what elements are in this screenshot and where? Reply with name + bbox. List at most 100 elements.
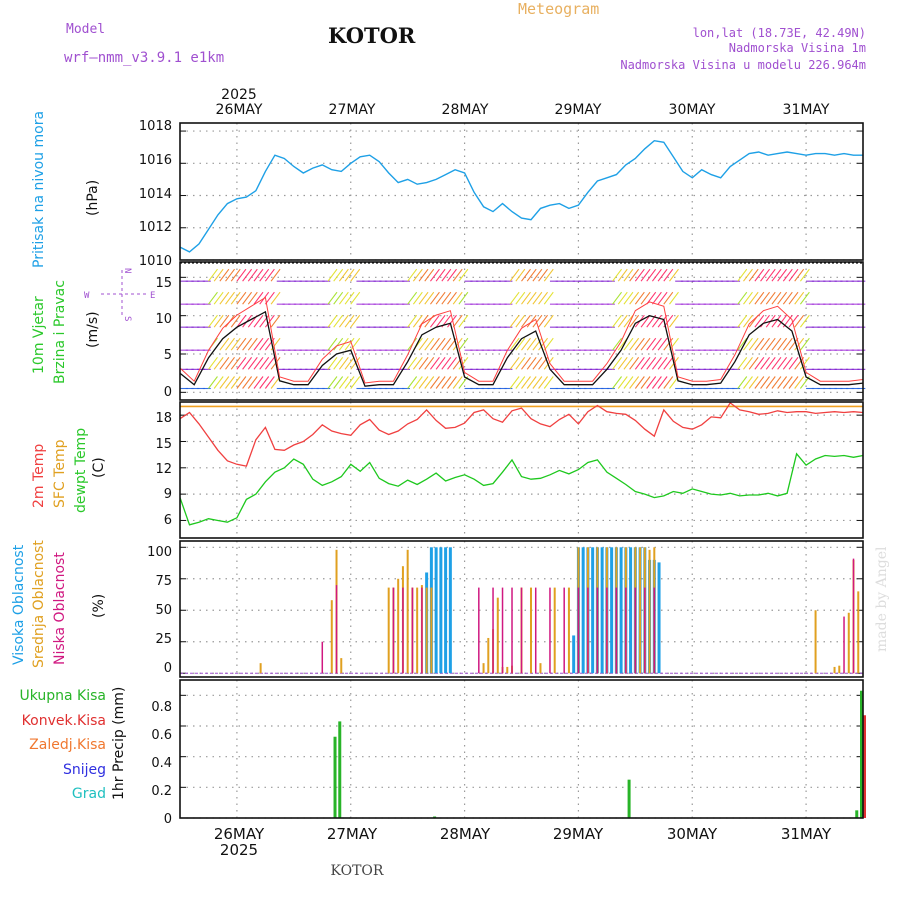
wind-barb	[799, 337, 810, 351]
wind-barb	[623, 337, 634, 351]
wind-barb	[629, 268, 640, 282]
wind-barb	[230, 268, 241, 282]
cloud-bar	[563, 587, 565, 674]
wind-barb	[748, 268, 759, 282]
wind-barb	[509, 337, 520, 351]
wind-barb	[424, 376, 435, 389]
wind-barb	[765, 291, 776, 305]
wind-barb	[663, 376, 674, 389]
cloud-bar	[444, 547, 448, 674]
wind-barb	[743, 314, 753, 328]
wind-barbs-layer	[180, 268, 866, 390]
wind-barb	[418, 376, 429, 389]
wind-barb	[270, 268, 281, 282]
wind-barb	[788, 314, 799, 328]
wind-barb	[657, 376, 668, 389]
pressure-panel-bg	[180, 123, 863, 260]
wind-barb	[270, 291, 281, 305]
wind-barb	[538, 337, 549, 351]
wind-barb	[458, 357, 469, 370]
wind-barb	[458, 268, 469, 282]
wind-barb	[344, 376, 355, 389]
pressure-ytick-labels: 1018 1016 1014 1012 1010	[139, 119, 172, 269]
wind-barb	[452, 268, 463, 282]
wind-barb	[208, 291, 218, 305]
wind-barb	[424, 268, 435, 282]
pressure-ytick: 1010	[139, 254, 172, 269]
wind-barb	[447, 291, 457, 305]
wind-barb	[765, 376, 776, 389]
cloud-bar	[644, 587, 646, 674]
wind-barb	[338, 376, 349, 389]
wind-barb	[737, 268, 748, 282]
wind-barb	[418, 357, 429, 370]
wind-barb	[344, 268, 355, 282]
cloud-ytick: 75	[155, 574, 172, 589]
wind-barb	[612, 291, 623, 305]
wind-barb	[543, 337, 554, 351]
wind-barb	[651, 376, 662, 389]
wind-barb	[259, 376, 270, 389]
cloud-bar	[496, 597, 499, 674]
elevation-text: Nadmorska Visina 1m	[729, 41, 866, 55]
wind-barb	[452, 357, 463, 370]
cloud-bar	[606, 587, 608, 674]
wind-barb	[412, 291, 423, 305]
wind-barb	[771, 337, 782, 351]
wind-barb	[230, 314, 241, 328]
wind-barb	[333, 314, 344, 328]
wind-barb	[435, 357, 446, 370]
wind-barb	[782, 268, 793, 282]
wind-speed-line	[179, 310, 864, 387]
wind-barb	[509, 376, 520, 389]
wind-barb	[441, 337, 452, 351]
wind-barb	[259, 314, 270, 328]
wind-barb	[543, 268, 554, 282]
wind-barb	[543, 376, 554, 389]
wind-barb	[219, 357, 230, 370]
wind-barb	[657, 357, 668, 370]
precip-legend-frz: Zaledj.Kisa	[29, 737, 106, 753]
wind-barb	[225, 337, 235, 351]
wind-barb	[441, 268, 452, 282]
wind-barb	[253, 357, 264, 370]
top-day-label: 27MAY	[329, 102, 376, 118]
wind-barb	[543, 314, 554, 328]
top-day-label: 26MAY	[216, 102, 263, 118]
wind-barb	[418, 291, 429, 305]
wind-barb	[515, 268, 526, 282]
wind-barb	[350, 268, 361, 282]
wind-barb	[236, 357, 247, 370]
wind-barb	[629, 337, 640, 351]
wind-label-2: Brzina i Pravac	[52, 280, 68, 384]
wind-barb	[612, 314, 623, 328]
wind-barb	[617, 268, 628, 282]
wind-barb	[760, 337, 770, 351]
wind-barb	[526, 314, 537, 328]
cloud-bar	[411, 587, 414, 674]
cloud-ytick: 50	[155, 603, 172, 618]
wind-barb	[771, 291, 782, 305]
wind-barb	[350, 314, 361, 328]
wind-barb	[247, 268, 258, 282]
precip-panel-frame	[179, 679, 864, 819]
wind-barb	[743, 268, 753, 282]
model-name: wrf—nmm_v3.9.1 e1km	[64, 50, 224, 66]
wind-barb	[646, 357, 657, 370]
wind-ytick: 10	[155, 312, 172, 327]
wind-barb	[743, 376, 753, 389]
wind-barb	[640, 268, 651, 282]
precip-unit: 1hr Precip (mm)	[111, 687, 127, 800]
wind-barb	[743, 357, 753, 370]
precip-bar	[863, 715, 866, 818]
wind-barb	[754, 357, 765, 370]
cloud-label-2: Srednja Oblacnost	[31, 540, 47, 668]
wind-barb	[623, 291, 634, 305]
wind-barb	[777, 337, 788, 351]
wind-barb	[333, 376, 344, 389]
cloud-bar	[430, 587, 433, 674]
cloud-bar	[506, 666, 509, 674]
wind-barb	[350, 376, 361, 389]
wind-barb	[338, 291, 349, 305]
station-title: KOTOR	[328, 23, 416, 48]
